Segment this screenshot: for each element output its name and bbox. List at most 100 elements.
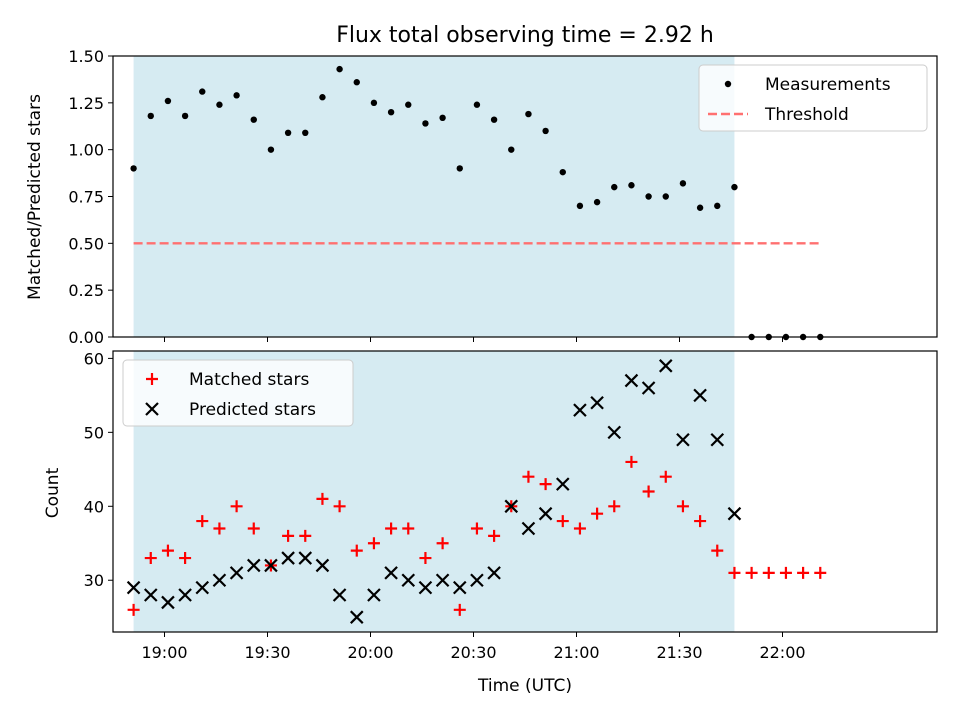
measurement-point [405,101,412,108]
matched-stars-point [333,500,346,513]
predicted-stars-point [710,432,725,447]
matched-stars-point [488,529,501,542]
predicted-stars-point [332,588,347,602]
predicted-stars-point [435,573,450,588]
predicted-stars-point [418,580,433,595]
top-panel: 0.00 0.25 0.50 0.75 1.00 1.25 1.50 Measurements… [68,47,938,347]
measurement-point [490,116,498,123]
x-tick-label: 21:30 [656,643,702,662]
predicted-stars-point [555,477,570,491]
matched-stars-point [711,544,724,557]
matched-stars-point [814,566,827,579]
x-tick-label: 19:00 [141,643,187,662]
predicted-stars-point [298,551,313,565]
x-tick-label: 20:30 [450,643,496,662]
y-tick-label: 0.50 [68,234,104,253]
matched-stars-point [196,515,209,528]
measurement-point [250,116,257,123]
measurement-point [731,183,738,191]
predicted-stars-point [452,580,467,595]
matched-stars-point [453,603,466,616]
measurement-point [199,88,206,95]
measurement-point [679,180,687,187]
axes-frame [112,350,938,633]
predicted-stars-point [367,588,381,602]
predicted-stars-point [246,558,261,573]
matched-stars-point [470,522,483,535]
matched-stars-point [385,522,398,535]
y-tick-label: 1.25 [68,94,104,113]
predicted-stars-point [693,388,707,403]
measurement-point [696,204,704,211]
top-y-axis-label: Matched/Predicted stars [25,94,45,300]
y-tick-label: 40 [84,497,104,516]
matched-stars-point [556,515,569,528]
matched-stars-point [127,603,140,616]
measurement-point [181,112,189,120]
y-tick-label: 0.00 [68,328,104,347]
bottom-y-axis-label: Count [43,467,63,518]
predicted-stars-point [487,566,501,580]
predicted-stars-point [384,566,398,580]
bottom-panel: 19:00 19:30 20:00 20:30 21:00 21:30 22:00 30 40 5… [84,349,938,662]
measurement-point [714,202,721,210]
measurement-point [284,129,292,137]
y-tick-label: 1.50 [68,47,104,66]
x-tick-label: 22:00 [759,643,805,662]
measurement-point [147,112,154,120]
axes-frame [112,55,938,338]
measurement-point [559,168,566,176]
matched-stars-point [367,537,380,550]
matched-stars-point [625,455,638,468]
predicted-stars-point [315,558,330,573]
matched-stars-point [144,552,157,565]
matched-stars-point [642,485,655,498]
x-axis-label: Time (UTC) [477,676,572,696]
predicted-stars-point [470,573,484,588]
matched-stars-point [247,522,260,535]
matched-stars-point [694,515,707,528]
observing-window-shade [133,56,735,337]
y-tick-label: 30 [84,571,104,590]
matched-stars-point [608,500,621,513]
legend-box [698,64,928,132]
predicted-stars-point [401,573,416,588]
legend-label: Matched stars [189,370,309,390]
matched-stars-point [779,566,792,579]
measurement-point [439,114,446,122]
predicted-stars-point [727,506,742,521]
predicted-stars-point [504,499,519,514]
predicted-stars-point [590,395,604,410]
matched-stars-point [591,507,604,520]
measurement-point [611,183,618,191]
x-tick-label: 20:00 [347,643,393,662]
y-tick-label: 0.25 [68,281,104,300]
measurement-point [628,182,635,189]
matched-stars-point [522,470,535,483]
measurement-point [319,94,326,101]
chart-title: Flux total observing time = 2.92 h [336,23,714,48]
measurement-point [164,97,172,105]
measurement-point [542,127,549,135]
measurement-point [508,146,515,153]
legend-label: Threshold [764,105,849,125]
predicted-stars-point [658,359,673,373]
predicted-stars-point [161,595,175,610]
measurement-point [422,120,429,127]
measurement-point [233,92,240,99]
matched-stars-point [179,552,192,565]
predicted-stars-point [212,573,227,588]
predicted-stars-point [624,373,639,388]
measurement-point [645,193,652,200]
measurement-point [456,165,463,172]
y-tick-label: 50 [84,423,104,442]
matched-stars-point [213,522,226,535]
measurement-point [473,101,481,108]
measurement-point [267,146,275,153]
matched-stars-point [350,544,363,557]
matched-stars-point [161,544,174,557]
legend-marker-predicted [145,402,159,416]
predicted-stars-point [264,558,278,573]
measurement-point [130,165,137,172]
predicted-stars-point [538,506,553,521]
